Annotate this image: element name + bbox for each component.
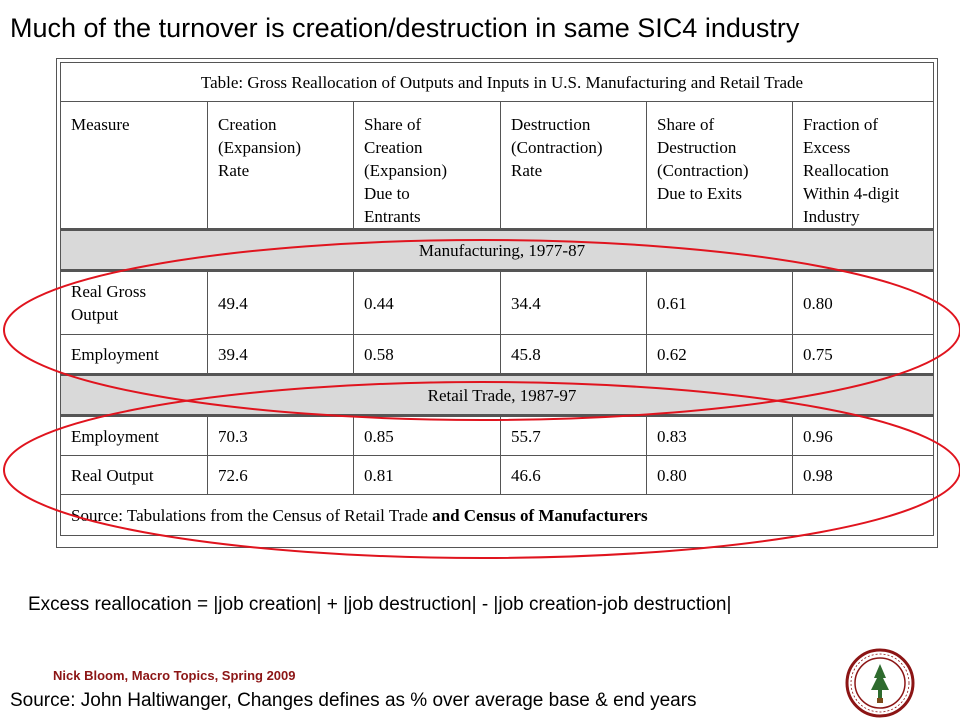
header-creation-rate: Creation (Expansion) Rate: [207, 101, 354, 230]
table-source-note: Source: Tabulations from the Census of R…: [60, 494, 934, 536]
header-creation-share-entrants: Share of Creation (Expansion) Due to Ent…: [353, 101, 501, 230]
cell-creation-rate: 72.6: [207, 455, 354, 495]
table-source-bold: and Census of Manufacturers: [432, 505, 648, 525]
cell-destruction-rate: 55.7: [500, 415, 647, 456]
section-label-manufacturing: Manufacturing, 1977-87: [60, 228, 934, 272]
row-measure: Employment: [60, 415, 208, 456]
cell-creation-rate: 70.3: [207, 415, 354, 456]
cell-creation-rate: 39.4: [207, 334, 354, 375]
row-measure: Real Gross Output: [60, 270, 208, 335]
reallocation-table: Table: Gross Reallocation of Outputs and…: [60, 62, 934, 536]
row-measure: Employment: [60, 334, 208, 375]
table-source-plain: Source: Tabulations from the Census of R…: [71, 505, 433, 525]
cell-destruction-rate: 45.8: [500, 334, 647, 375]
slide-title: Much of the turnover is creation/destruc…: [10, 13, 800, 43]
cell-creation-share: 0.58: [353, 334, 501, 375]
table-row: Real Output 72.6 0.81 46.6 0.80 0.98: [60, 455, 934, 495]
cell-creation-share: 0.44: [353, 270, 501, 335]
header-destruction-share-exits: Share of Destruction (Contraction) Due t…: [646, 101, 793, 230]
cell-destruction-rate: 46.6: [500, 455, 647, 495]
section-label-retail: Retail Trade, 1987-97: [60, 373, 934, 417]
cell-excess-fraction: 0.75: [792, 334, 934, 375]
row-measure: Real Output: [60, 455, 208, 495]
excess-reallocation-formula: Excess reallocation = |job creation| + |…: [28, 594, 732, 615]
table-row: Employment 39.4 0.58 45.8 0.62 0.75: [60, 334, 934, 375]
table-row: Real Gross Output 49.4 0.44 34.4 0.61 0.…: [60, 270, 934, 335]
cell-creation-share: 0.81: [353, 455, 501, 495]
table-row: Employment 70.3 0.85 55.7 0.83 0.96: [60, 415, 934, 456]
university-seal-icon: [845, 648, 915, 718]
header-measure: Measure: [60, 101, 208, 230]
cell-destruction-share: 0.62: [646, 334, 793, 375]
cell-excess-fraction: 0.98: [792, 455, 934, 495]
cell-destruction-rate: 34.4: [500, 270, 647, 335]
author-footer: Nick Bloom, Macro Topics, Spring 2009: [53, 668, 296, 683]
table-caption: Table: Gross Reallocation of Outputs and…: [60, 62, 934, 102]
cell-excess-fraction: 0.80: [792, 270, 934, 335]
header-destruction-rate: Destruction (Contraction) Rate: [500, 101, 647, 230]
cell-destruction-share: 0.61: [646, 270, 793, 335]
header-excess-within-industry: Fraction of Excess Reallocation Within 4…: [792, 101, 934, 230]
cell-creation-rate: 49.4: [207, 270, 354, 335]
cell-creation-share: 0.85: [353, 415, 501, 456]
cell-destruction-share: 0.80: [646, 455, 793, 495]
cell-excess-fraction: 0.96: [792, 415, 934, 456]
slide-source-note: Source: John Haltiwanger, Changes define…: [10, 690, 697, 711]
cell-destruction-share: 0.83: [646, 415, 793, 456]
reallocation-table-frame: Table: Gross Reallocation of Outputs and…: [56, 58, 938, 548]
